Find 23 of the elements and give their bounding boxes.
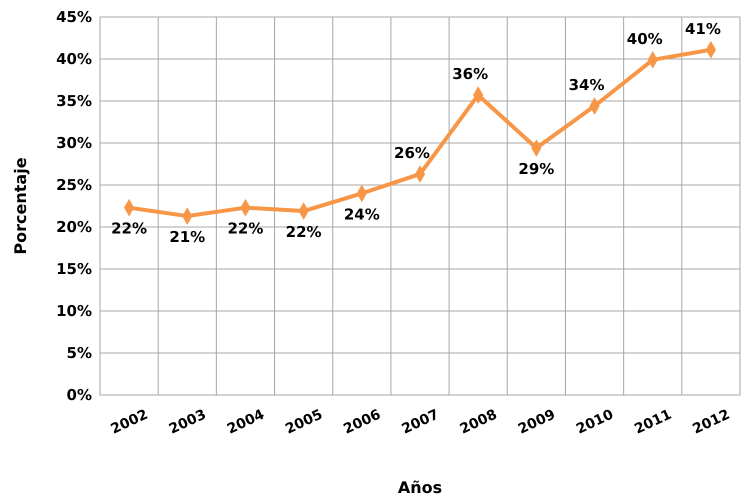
y-tick-label: 10% (56, 302, 92, 320)
y-tick-label: 20% (56, 218, 92, 236)
data-label: 36% (452, 65, 488, 84)
data-label: 22% (228, 220, 264, 238)
y-tick-label: 15% (56, 260, 92, 278)
y-tick-label: 30% (56, 134, 92, 152)
x-axis-title: Años (398, 478, 442, 497)
y-tick-label: 40% (56, 50, 92, 68)
data-label: 34% (568, 76, 604, 94)
y-axis-title: Porcentaje (11, 157, 30, 255)
y-tick-label: 0% (66, 386, 92, 404)
y-tick-label: 35% (56, 92, 92, 110)
y-tick-label: 45% (56, 8, 92, 26)
data-label: 24% (344, 205, 380, 224)
data-label: 26% (394, 144, 430, 162)
y-tick-label: 25% (56, 176, 92, 194)
y-tick-label: 5% (66, 344, 92, 362)
data-label: 21% (169, 228, 206, 246)
data-label: 22% (111, 220, 148, 238)
data-label: 22% (286, 223, 322, 242)
data-label: 29% (518, 160, 554, 178)
data-label: 40% (626, 30, 663, 48)
data-label: 41% (684, 20, 721, 38)
